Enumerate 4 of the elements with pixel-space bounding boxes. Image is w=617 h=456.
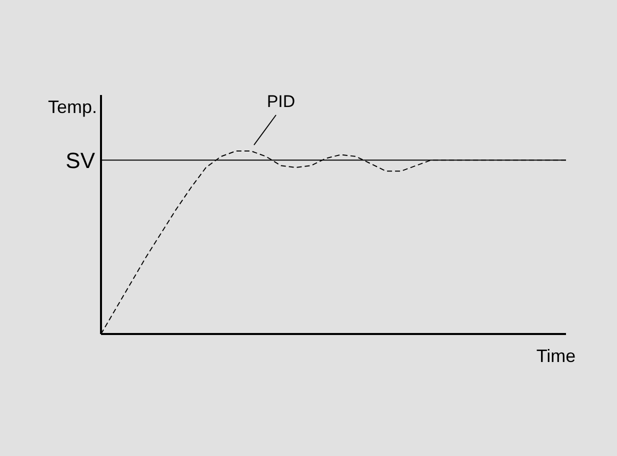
text: PID	[266, 92, 296, 111]
y-axis-title: Temp.	[48, 97, 97, 117]
x-axis-title: Time	[536, 346, 576, 366]
ref-line-label: SV	[66, 148, 96, 173]
